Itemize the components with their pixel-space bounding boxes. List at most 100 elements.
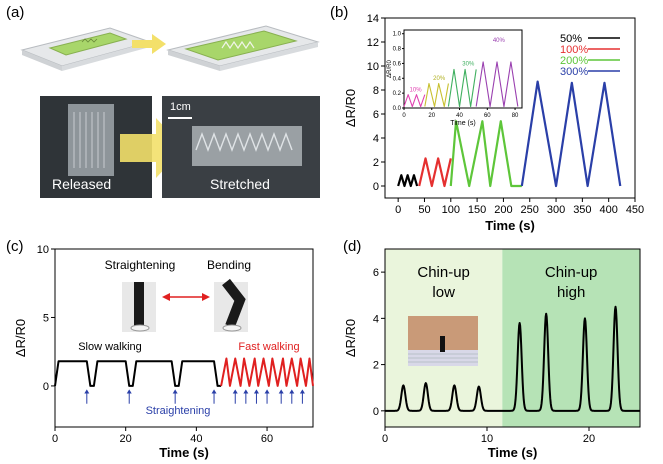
chart-d-xlabel: Time (s) xyxy=(488,445,538,460)
photo-stretched-film xyxy=(192,126,302,166)
chart-c-arrowhead-6 xyxy=(253,389,259,394)
chart-b-inset-ytick-label-1: 0.2 xyxy=(393,91,402,97)
serpentine-stretched xyxy=(221,40,255,50)
chart-c-arrowhead-9 xyxy=(289,389,295,394)
panel-label-b: (b) xyxy=(330,4,349,21)
panel-label-a: (a) xyxy=(6,4,25,21)
chart-d-region-label2-0: low xyxy=(432,284,455,301)
chart-d-ylabel: ΔR/R0 xyxy=(343,319,358,357)
chart-b-xlabel: Time (s) xyxy=(485,218,535,233)
chart-c-arrowhead-5 xyxy=(243,389,249,394)
chart-c-annotation-0: Straightening xyxy=(105,258,176,272)
glass-slide-left xyxy=(20,27,152,67)
chart-b-xtick-label-0: 0 xyxy=(395,204,401,216)
chart-b-inset-annotation-1: 20% xyxy=(433,76,446,82)
chart-c-series-1 xyxy=(220,357,314,387)
photo-neck-pattern xyxy=(408,353,478,363)
chart-b-series-0 xyxy=(397,174,419,188)
chart-c-annotation-1: Bending xyxy=(207,258,251,272)
chart-b-legend-label-1: 100% xyxy=(560,44,588,56)
chart-c-annotation-3: Fast walking xyxy=(238,341,299,353)
chart-b-ytick-label-5: 10 xyxy=(367,61,379,73)
chart-b-xtick-label-1: 50 xyxy=(418,204,430,216)
chart-c-arrowhead-1 xyxy=(126,389,132,394)
chart-b-inset-ytick-label-3: 0.6 xyxy=(393,61,402,67)
leg-straight xyxy=(134,282,144,326)
serpentine-released xyxy=(81,38,98,43)
double-arrow-right xyxy=(202,293,210,301)
chart-c-arrowhead-3 xyxy=(211,389,217,394)
glass-slide-right-edge xyxy=(168,50,220,71)
chart-b-inset-series-0 xyxy=(403,94,426,108)
chart-c-arrowhead-4 xyxy=(232,389,238,394)
chart-d-region-label2-1: high xyxy=(557,284,585,301)
chart-c-ylabel: ΔR/R0 xyxy=(13,319,28,357)
photo-released-serpentine xyxy=(73,112,105,168)
chart-b-xtick-label-6: 300 xyxy=(547,204,565,216)
chart-b-inset-ylabel: ΔR/R0 xyxy=(387,60,393,78)
chart-b-ytick-label-1: 2 xyxy=(373,157,379,169)
chart-b-ytick-label-2: 4 xyxy=(373,133,379,145)
double-arrow-left xyxy=(162,293,170,301)
sensor-on-neck xyxy=(440,336,445,352)
chart-c-plot-frame xyxy=(54,248,314,428)
chart-c-xtick-label-3: 60 xyxy=(261,433,273,445)
chart-b-inset-xtick-label-2: 40 xyxy=(456,113,463,119)
chart-d-xtick-label-0: 0 xyxy=(382,433,388,445)
chart-b-series-1 xyxy=(418,157,452,188)
photo-neck-shirt xyxy=(408,350,478,366)
photo-bending xyxy=(214,282,248,332)
chart-d-xtick-label-1: 10 xyxy=(481,433,493,445)
shoe-straight xyxy=(130,324,150,332)
chart-b-plot-frame xyxy=(384,17,636,199)
chart-b-inset-frame xyxy=(403,29,523,109)
chart-b-xtick-label-8: 400 xyxy=(600,204,618,216)
arrow-bottom xyxy=(120,118,184,178)
label-stretched: Stretched xyxy=(210,176,270,192)
photo-stretched-serpentine xyxy=(195,132,293,152)
glass-slide-left-edge xyxy=(22,50,62,71)
chart-b-ytick-label-0: 0 xyxy=(373,181,379,193)
chart-c-series-0 xyxy=(54,360,222,387)
chart-d-ytick-label-0: 0 xyxy=(373,406,379,418)
chart-b-legend-label-0: 50% xyxy=(560,33,582,45)
chart-b-xtick-label-3: 150 xyxy=(468,204,486,216)
chart-d-xtick-label-2: 20 xyxy=(583,433,595,445)
chart-b-inset-xtick-label-1: 20 xyxy=(428,113,435,119)
chart-c-arrowhead-8 xyxy=(278,389,284,394)
chart-b-legend-label-2: 200% xyxy=(560,55,588,67)
chart-c-xtick-label-1: 20 xyxy=(120,433,132,445)
chart-b-xtick-label-5: 250 xyxy=(521,204,539,216)
glass-slide-right xyxy=(166,25,320,67)
chart-b-inset-xtick-label-4: 80 xyxy=(512,113,519,119)
chart-c-arrowhead-2 xyxy=(172,389,178,394)
chart-c-arrowhead-10 xyxy=(299,389,305,394)
leg-bent xyxy=(222,278,246,328)
chart-c-xtick-label-0: 0 xyxy=(52,433,58,445)
chart-b-inset-series-2 xyxy=(447,68,477,108)
chart-b-inset-series-1 xyxy=(424,82,449,108)
chart-b-inset-ytick-label-4: 0.8 xyxy=(393,47,402,53)
arrow-top xyxy=(132,34,166,54)
chart-d-region-1 xyxy=(502,249,640,427)
chart-c-arrowhead-7 xyxy=(264,389,270,394)
chart-b-xtick-label-7: 350 xyxy=(573,204,591,216)
chart-b-ytick-label-4: 8 xyxy=(373,85,379,97)
chart-b-inset-ytick-label-2: 0.4 xyxy=(393,76,402,82)
chart-c-arrowhead-0 xyxy=(84,389,90,394)
scale-bar-label: 1cm xyxy=(170,101,191,113)
glass-slide-left-edge2 xyxy=(62,42,150,71)
chart-c-ytick-label-1: 5 xyxy=(43,312,49,324)
glass-slide-right-edge2 xyxy=(220,42,318,71)
panel-label-c: (c) xyxy=(6,238,24,255)
chart-d-region-0 xyxy=(385,249,503,427)
chart-b-inset-ytick-label-5: 1.0 xyxy=(393,32,402,38)
chart-b-inset-series-3 xyxy=(475,61,519,108)
chart-d-ytick-label-3: 6 xyxy=(373,267,379,279)
chart-b-xtick-label-4: 200 xyxy=(494,204,512,216)
